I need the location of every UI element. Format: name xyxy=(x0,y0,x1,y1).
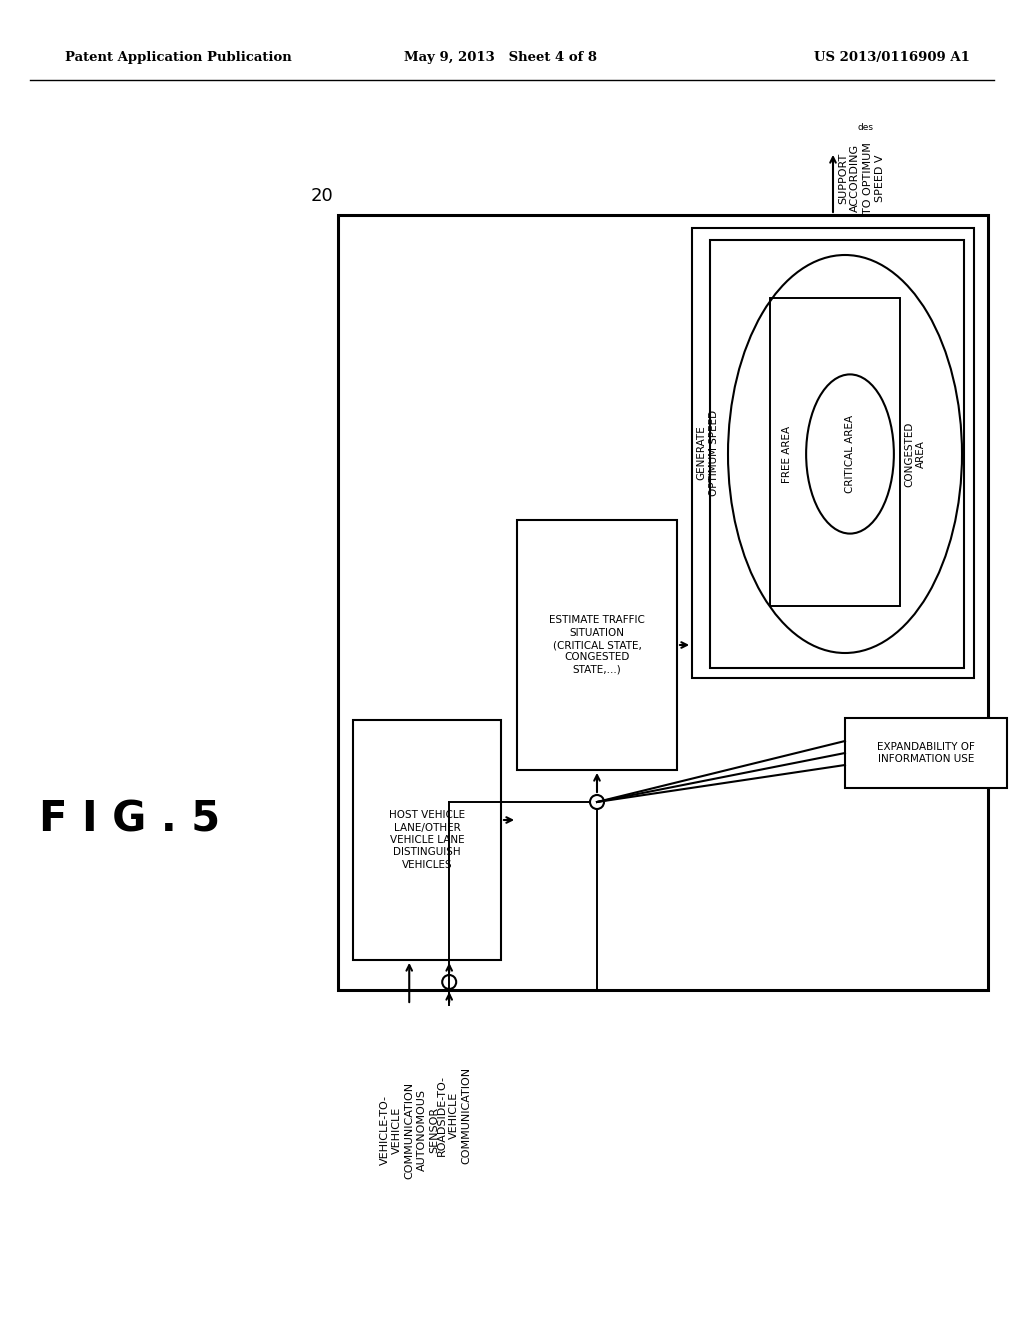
Text: CONGESTED
AREA: CONGESTED AREA xyxy=(904,421,927,487)
Text: ESTIMATE TRAFFIC
SITUATION
(CRITICAL STATE,
CONGESTED
STATE,...): ESTIMATE TRAFFIC SITUATION (CRITICAL STA… xyxy=(549,615,645,675)
Text: 20: 20 xyxy=(310,187,333,205)
Text: US 2013/0116909 A1: US 2013/0116909 A1 xyxy=(814,51,970,65)
Text: VEHICLE-TO-
VEHICLE
COMMUNICATION
AUTONOMOUS
SENSOR: VEHICLE-TO- VEHICLE COMMUNICATION AUTONO… xyxy=(380,1081,439,1179)
Bar xyxy=(845,718,1007,788)
Text: FREE AREA: FREE AREA xyxy=(781,425,792,483)
Bar xyxy=(517,520,677,770)
Text: Patent Application Publication: Patent Application Publication xyxy=(65,51,292,65)
Text: EXPANDABILITY OF
INFORMATION USE: EXPANDABILITY OF INFORMATION USE xyxy=(878,742,975,764)
Bar xyxy=(770,298,900,606)
Text: GENERATE
OPTIMUM SPEED: GENERATE OPTIMUM SPEED xyxy=(696,411,719,496)
Text: des: des xyxy=(858,124,874,132)
Bar xyxy=(353,719,501,960)
Bar xyxy=(692,228,974,678)
Text: May 9, 2013   Sheet 4 of 8: May 9, 2013 Sheet 4 of 8 xyxy=(403,51,597,65)
Bar xyxy=(710,240,964,668)
Text: F I G . 5: F I G . 5 xyxy=(40,799,220,841)
Bar xyxy=(338,215,988,990)
Text: ROADSIDE-TO-
VEHICLE
COMMUNICATION: ROADSIDE-TO- VEHICLE COMMUNICATION xyxy=(437,1067,472,1163)
Text: SUPPORT
ACCORDING
TO OPTIMUM
SPEED V: SUPPORT ACCORDING TO OPTIMUM SPEED V xyxy=(838,143,885,214)
Text: CRITICAL AREA: CRITICAL AREA xyxy=(845,414,855,494)
Text: HOST VEHICLE
LANE/OTHER
VEHICLE LANE
DISTINGUISH
VEHICLES: HOST VEHICLE LANE/OTHER VEHICLE LANE DIS… xyxy=(389,810,465,870)
